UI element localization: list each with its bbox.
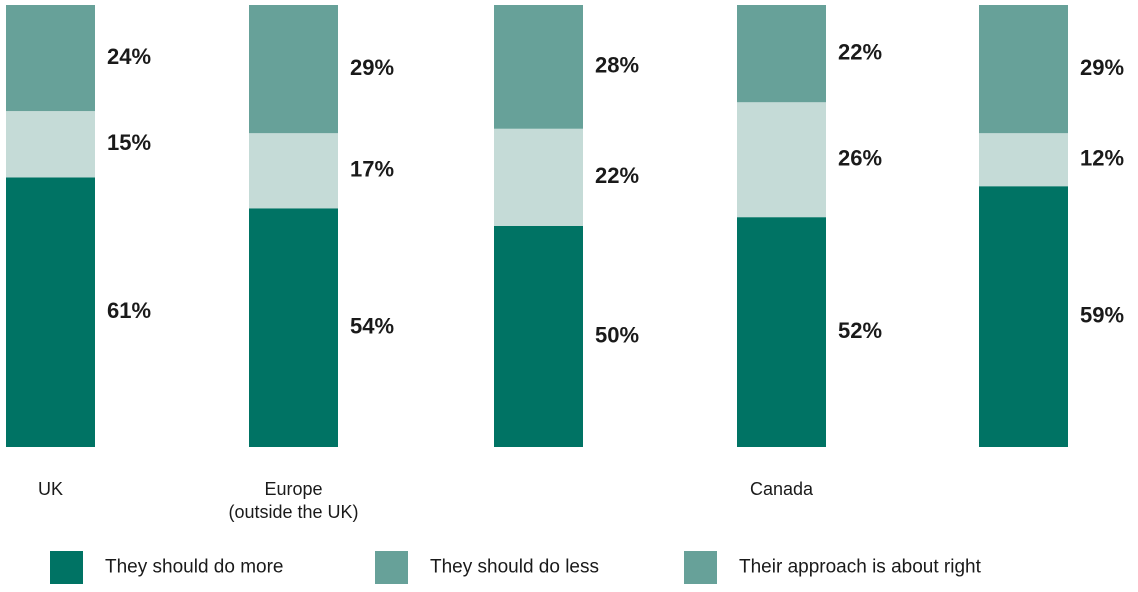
category-label-4-line-1: Canada	[750, 479, 814, 499]
bar-segment-2-cat-2	[249, 133, 338, 209]
legend-swatch-2	[375, 551, 408, 584]
bar-segment-3-cat-1	[6, 5, 95, 112]
value-label-3-cat-4: 22%	[838, 39, 882, 64]
bar-segment-2-cat-4	[737, 102, 826, 218]
legend-swatch-1	[50, 551, 83, 584]
value-label-1-cat-1: 61%	[107, 298, 151, 323]
bar-segment-3-cat-5	[979, 5, 1068, 134]
category-label-2-line-1: Europe	[264, 479, 322, 499]
value-label-3-cat-1: 24%	[107, 44, 151, 69]
bar-segment-2-cat-5	[979, 133, 1068, 187]
value-label-2-cat-4: 26%	[838, 146, 882, 171]
bar-segment-1-cat-5	[979, 186, 1068, 447]
legend-label-2: They should do less	[430, 557, 599, 578]
value-label-1-cat-4: 52%	[838, 318, 882, 343]
legend-label-1: They should do more	[105, 557, 284, 578]
bar-segment-2-cat-1	[6, 111, 95, 178]
value-labels-layer: 61% 15% 24% 54% 17% 29% 50% 22% 28% 52% 26% 22% 59% 1…	[107, 39, 1124, 347]
bars-layer	[6, 5, 1068, 447]
bar-segment-2-cat-3	[494, 128, 583, 226]
bar-segment-3-cat-4	[737, 5, 826, 103]
bar-segment-1-cat-4	[737, 217, 826, 447]
legend-swatch-3	[684, 551, 717, 584]
bar-segment-1-cat-1	[6, 177, 95, 447]
category-label-2-line-2: (outside the UK)	[228, 502, 358, 522]
value-label-3-cat-2: 29%	[350, 55, 394, 80]
bar-segment-3-cat-2	[249, 5, 338, 134]
bar-segment-1-cat-2	[249, 208, 338, 447]
value-label-1-cat-5: 59%	[1080, 302, 1124, 327]
value-label-1-cat-2: 54%	[350, 313, 394, 338]
value-label-2-cat-1: 15%	[107, 130, 151, 155]
category-labels-layer: UK Europe (outside the UK) Canada	[38, 479, 814, 522]
value-label-2-cat-2: 17%	[350, 157, 394, 182]
legend: They should do more They should do less Th…	[50, 551, 982, 584]
bar-segment-1-cat-3	[494, 226, 583, 447]
value-label-3-cat-5: 29%	[1080, 55, 1124, 80]
value-label-2-cat-3: 22%	[595, 163, 639, 188]
legend-label-3: Their approach is about right	[739, 557, 982, 578]
value-label-3-cat-3: 28%	[595, 53, 639, 78]
category-label-1-line-1: UK	[38, 479, 63, 499]
value-label-1-cat-3: 50%	[595, 322, 639, 347]
value-label-2-cat-5: 12%	[1080, 146, 1124, 171]
bar-segment-3-cat-3	[494, 5, 583, 129]
